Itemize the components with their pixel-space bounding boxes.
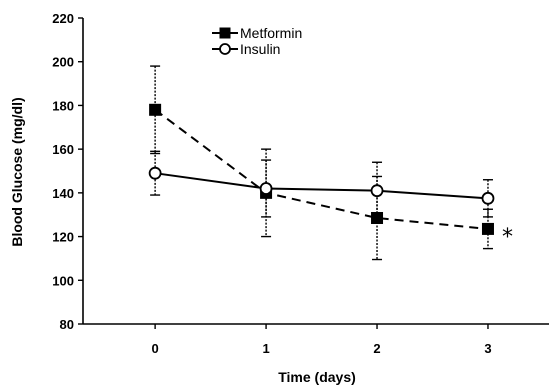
y-tick-label: 220 xyxy=(52,11,74,26)
y-tick-label: 200 xyxy=(52,55,74,70)
legend-label: Insulin xyxy=(240,41,280,57)
y-tick-label: 140 xyxy=(52,186,74,201)
series-line xyxy=(154,172,489,200)
x-tick-label: 2 xyxy=(373,341,380,356)
legend-label: Metformin xyxy=(240,25,302,41)
y-tick-label: 100 xyxy=(52,273,74,288)
data-point xyxy=(148,166,162,180)
significance-asterisk: * xyxy=(502,225,513,250)
x-tick-label: 3 xyxy=(484,341,491,356)
series-insulin xyxy=(148,150,495,220)
x-axis-label: Time (days) xyxy=(278,369,356,385)
y-tick-label: 80 xyxy=(60,317,74,332)
data-point xyxy=(149,103,162,116)
y-tick-label: 160 xyxy=(52,142,74,157)
data-point xyxy=(370,184,384,198)
series-layer: * xyxy=(148,65,513,261)
legend-marker xyxy=(219,43,231,55)
data-point xyxy=(259,182,273,195)
y-axis-label: Blood Glucose (mg/dl) xyxy=(9,97,25,246)
legend-marker xyxy=(219,27,231,39)
data-point xyxy=(371,211,384,224)
axes xyxy=(82,18,549,325)
x-tick-label: 1 xyxy=(262,341,269,356)
series-line xyxy=(154,108,489,230)
series-metformin xyxy=(149,65,494,261)
data-point xyxy=(481,222,494,235)
y-tick-label: 120 xyxy=(52,230,74,245)
legend-item-metformin: Metformin xyxy=(212,25,302,41)
legend-item-insulin: Insulin xyxy=(212,41,280,57)
ticks: 80 100 120 140 160 180 200 220 0 1 2 3 xyxy=(52,11,491,356)
data-point xyxy=(481,191,495,205)
x-tick-label: 0 xyxy=(152,341,159,356)
y-tick-label: 180 xyxy=(52,98,74,113)
